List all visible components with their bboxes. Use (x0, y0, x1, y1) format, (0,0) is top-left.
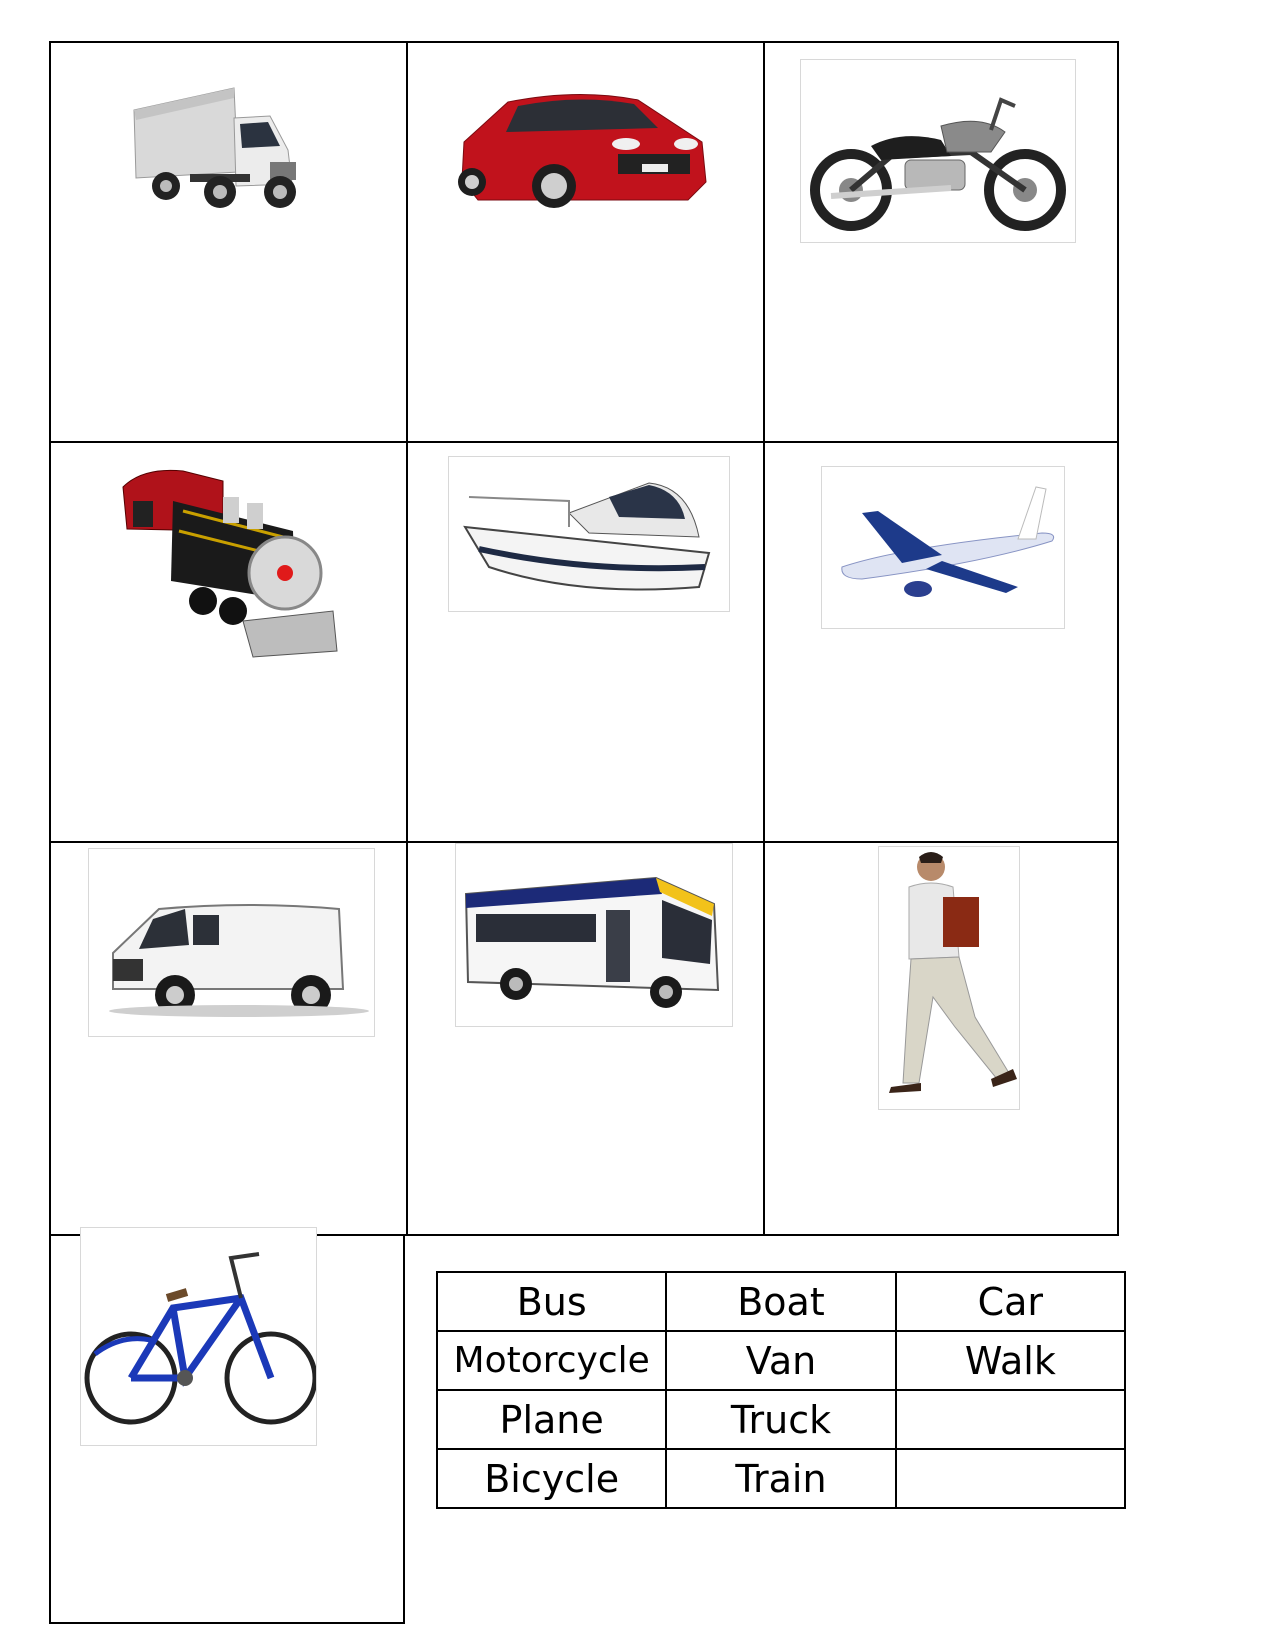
grid-divider (763, 43, 765, 1234)
boat-photo (448, 456, 730, 612)
table-row: Motorcycle Van Walk (435, 1330, 1127, 1391)
table-row: Bicycle Train (435, 1448, 1127, 1509)
word-van: Van (665, 1330, 897, 1391)
word-truck: Truck (665, 1389, 897, 1450)
motorcycle-photo (800, 59, 1076, 243)
plane-photo (821, 466, 1065, 629)
word-walk: Walk (894, 1330, 1127, 1391)
table-row: Bus Boat Car (435, 1271, 1127, 1332)
picture-grid (49, 41, 1119, 1236)
grid-divider (51, 441, 1117, 443)
grid-divider (51, 841, 1117, 843)
word-car: Car (894, 1271, 1127, 1332)
word-bicycle: Bicycle (435, 1448, 668, 1509)
train-photo (113, 461, 343, 661)
table-row: Plane Truck (435, 1389, 1127, 1450)
grid-divider (406, 43, 408, 1234)
word-plane: Plane (435, 1389, 668, 1450)
word-empty-cell (894, 1448, 1127, 1509)
van-photo (88, 848, 375, 1037)
truck-photo (130, 80, 308, 215)
word-bus: Bus (435, 1271, 668, 1332)
word-motorcycle: Motorcycle (435, 1330, 668, 1391)
word-boat: Boat (665, 1271, 897, 1332)
word-train: Train (665, 1448, 897, 1509)
picture-cell-bicycle (49, 1234, 405, 1624)
word-empty-cell (894, 1389, 1127, 1450)
car-photo (458, 82, 710, 212)
walking-man-photo (878, 846, 1020, 1110)
bus-photo (455, 843, 733, 1027)
bicycle-photo (80, 1227, 317, 1446)
word-bank-table: Bus Boat Car Motorcycle Van Walk Plane T… (435, 1271, 1127, 1509)
